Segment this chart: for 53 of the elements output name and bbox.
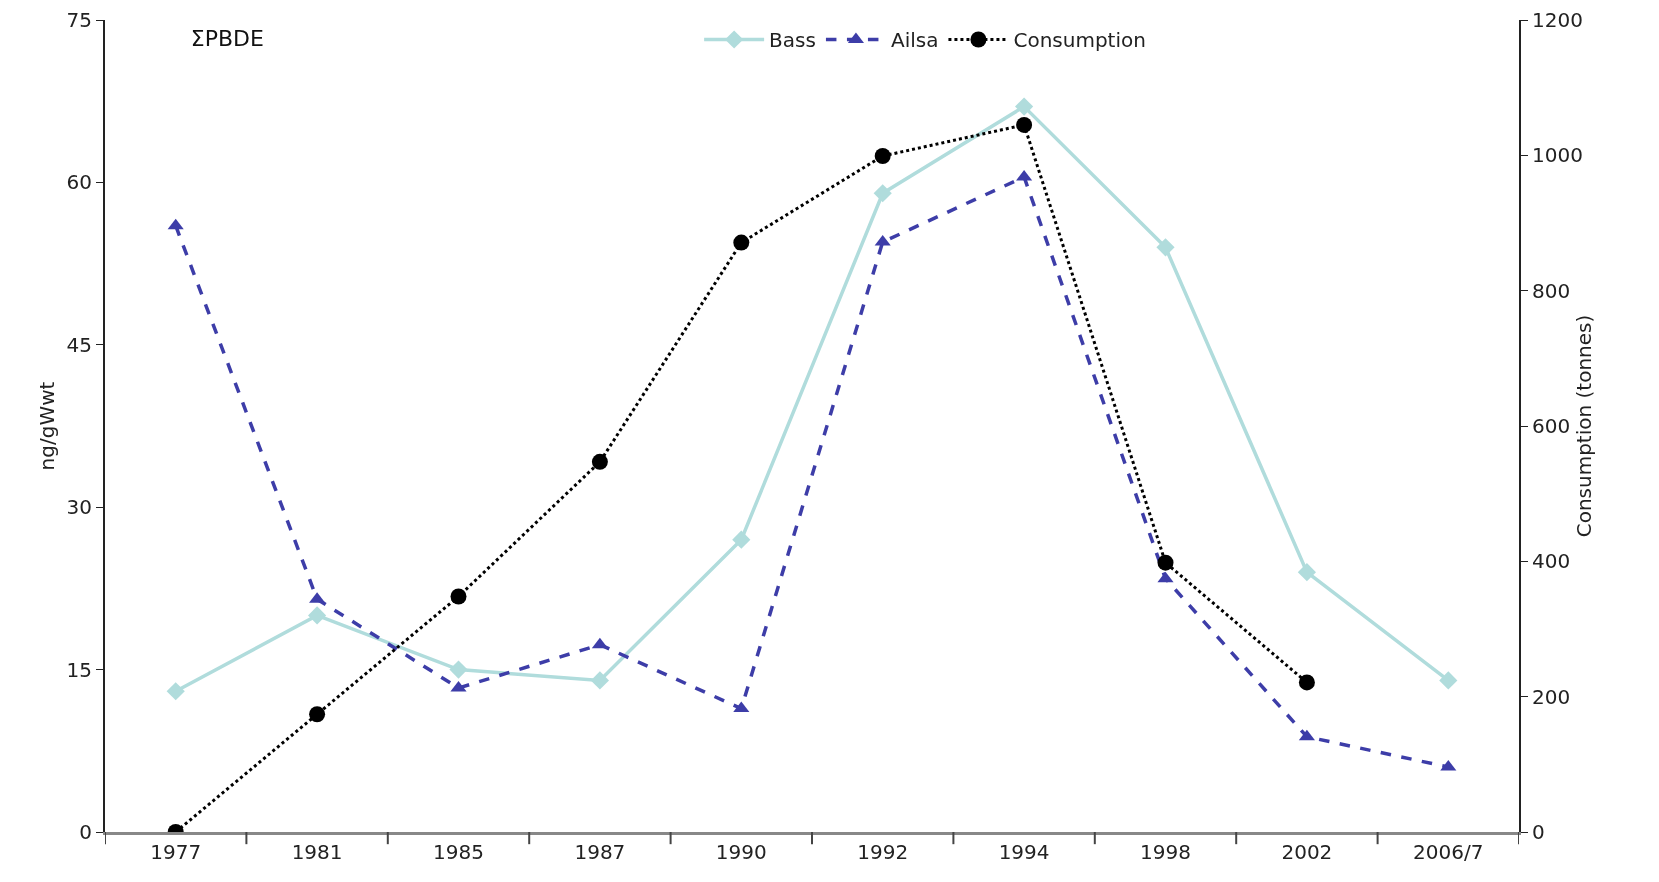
point: [1297, 563, 1316, 582]
point: [1298, 674, 1315, 691]
x-tick-label: 1987: [574, 840, 626, 864]
y2-tick-label: 600: [1532, 414, 1571, 438]
point: [309, 706, 326, 723]
y-tick-label: 15: [66, 657, 92, 682]
x-tick-label: 1998: [1140, 840, 1191, 864]
y-tick-label: 75: [66, 8, 92, 32]
x-tick-label: 1992: [857, 840, 909, 864]
y2-axis-title: Consumption (tonnes): [1572, 314, 1597, 538]
point: [167, 218, 184, 230]
point: [1439, 671, 1458, 690]
point: [1157, 554, 1174, 571]
x-tick-label: 1990: [715, 840, 767, 864]
point: [1016, 116, 1033, 133]
y-tick-label: 0: [79, 820, 92, 844]
y-tick-label: 45: [66, 332, 92, 357]
x-tick-label: 1981: [291, 840, 343, 864]
y2-tick-label: 1000: [1532, 143, 1583, 168]
point: [874, 234, 891, 246]
point: [591, 453, 608, 470]
point: [166, 682, 185, 701]
y-axis-title: ng/gWwt: [35, 381, 59, 471]
x-tick-label: 1985: [433, 840, 484, 864]
legend-label: Consumption: [1013, 28, 1146, 53]
legend-label: Ailsa: [890, 28, 939, 53]
point: [1298, 729, 1315, 741]
point: [733, 234, 750, 251]
x-tick-label: 2006/7: [1413, 840, 1484, 864]
y2-tick-label: 400: [1532, 549, 1571, 574]
chart-title: ΣPBDE: [190, 26, 264, 52]
point: [308, 606, 327, 625]
point: [591, 637, 608, 649]
y2-tick-label: 1200: [1532, 8, 1583, 32]
legend-label: Bass: [769, 28, 816, 53]
point: [1015, 97, 1034, 116]
point: [1156, 238, 1175, 257]
point: [874, 148, 891, 164]
point: [733, 701, 750, 713]
y2-tick-label: 200: [1532, 684, 1571, 709]
y2-tick-label: 0: [1532, 820, 1545, 844]
y-tick-label: 60: [66, 170, 92, 195]
x-tick-label: 1994: [998, 840, 1050, 864]
point: [732, 530, 751, 549]
point: [590, 671, 609, 690]
x-tick-label: 2002: [1281, 840, 1333, 864]
point: [873, 184, 892, 203]
x-tick-label: 1977: [150, 840, 202, 864]
point: [1157, 571, 1174, 583]
y-tick-label: 30: [66, 495, 92, 520]
point: [450, 588, 467, 605]
y2-tick-label: 800: [1532, 278, 1571, 303]
point: [449, 660, 468, 679]
